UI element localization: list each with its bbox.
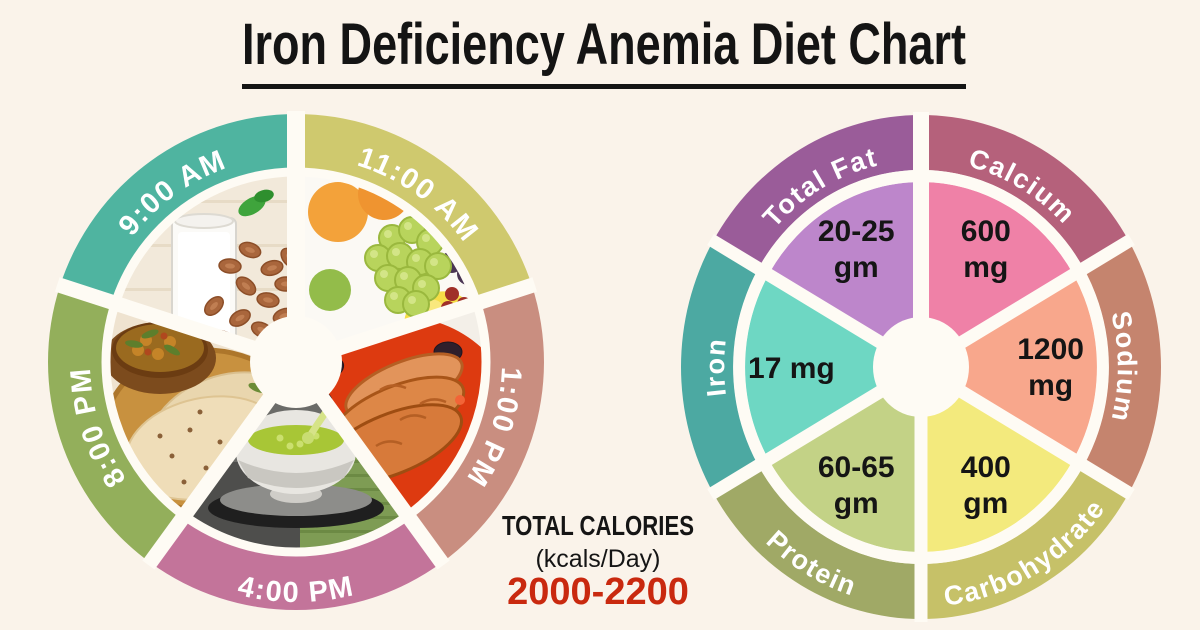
nutrient-wedge-0: [768, 182, 921, 367]
meal-arc-3: [150, 518, 442, 610]
nutrient-label-5: Iron: [700, 336, 732, 398]
meal-arc-2: [410, 285, 544, 563]
nutrient-value-2-line1: 1200: [1017, 333, 1084, 366]
nutrient-value-0-line2: gm: [834, 251, 879, 284]
total-calories-unit: (kcals/Day): [535, 545, 660, 573]
nutrient-wheel-center: [873, 317, 969, 417]
total-calories-block: TOTAL CALORIES (kcals/Day) 2000-2200: [502, 510, 694, 613]
nutrient-value-0-line1: 20-25: [818, 215, 895, 248]
nutrient-value-1-line2: mg: [963, 251, 1008, 284]
nutrient-value-5: 17 mg: [748, 352, 835, 385]
nutrient-value-2-line2: mg: [1028, 369, 1073, 402]
nutrient-value-3-line2: gm: [963, 487, 1008, 520]
page-title: Iron Deficiency Anemia Diet Chart: [242, 12, 966, 77]
title-underline: [242, 84, 966, 89]
total-calories-value: 2000-2200: [507, 571, 689, 613]
nutrient-value-3-line1: 400: [961, 451, 1011, 484]
meal-arc-0: [60, 114, 296, 303]
nutrient-value-4-line2: gm: [834, 487, 879, 520]
nutrient-wedge-4: [768, 367, 921, 552]
meal-arc-1: [296, 114, 532, 303]
nutrient-arc-0: [713, 115, 921, 269]
meal-arc-4: [48, 285, 182, 563]
total-calories-heading: TOTAL CALORIES: [502, 510, 694, 541]
nutrient-arc-5: [681, 241, 759, 493]
meal-wheel-center: [250, 316, 342, 408]
nutrient-target-wheel: Total Fat20-25gmCalcium600mgSodium1200mg…: [681, 112, 1161, 622]
nutrient-arc-1: [921, 115, 1129, 269]
nutrient-wedge-5: [744, 274, 921, 460]
nutrient-arc-2: [1083, 241, 1161, 493]
nutrient-wedge-2: [921, 274, 1098, 460]
nutrient-value-4-line1: 60-65: [818, 451, 895, 484]
nutrient-label-5-text: Iron: [700, 336, 730, 398]
nutrient-wedge-3: [921, 367, 1074, 552]
nutrient-value-1-line1: 600: [961, 215, 1011, 248]
meal-schedule-wheel: 9:00 AM 11:00 AM1:00 PM4:00 PM8:00 PM: [48, 111, 544, 610]
nutrient-wedge-1: [921, 182, 1074, 367]
nutrient-arc-4: [713, 465, 921, 619]
nutrient-arc-3: [921, 465, 1129, 619]
